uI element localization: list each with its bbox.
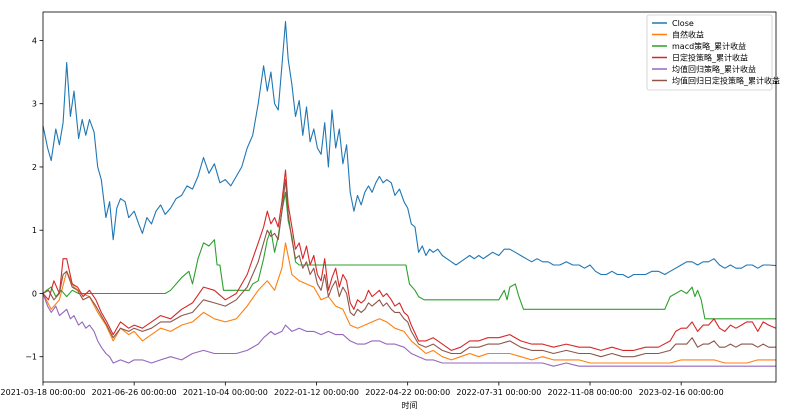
series-line-4 bbox=[42, 293, 776, 367]
y-axis: −1 0 1 2 3 4 bbox=[25, 36, 43, 362]
plot-frame bbox=[42, 11, 777, 383]
y-tick-label: −1 bbox=[25, 353, 37, 362]
x-tick-label: 2022-07-31 00:00:00 bbox=[456, 388, 541, 397]
legend-label: 日定投策略_累计收益 bbox=[672, 53, 748, 63]
series-line-0 bbox=[42, 20, 777, 279]
series-line-2 bbox=[42, 191, 776, 320]
x-tick-label: 2022-01-12 00:00:00 bbox=[274, 388, 359, 397]
series-lines bbox=[42, 20, 777, 367]
legend: Close 自然收益macd策略_累计收益日定投策略_累计收益均值回归策略_累计收… bbox=[646, 14, 780, 91]
legend-label: 均值回归策略_累计收益 bbox=[672, 64, 756, 74]
x-tick-label: 2023-02-16 00:00:00 bbox=[639, 388, 724, 397]
x-axis-label: 时间 bbox=[402, 400, 418, 410]
x-tick-label: 2022-11-08 00:00:00 bbox=[548, 388, 633, 397]
legend-label: 自然收益 bbox=[672, 30, 704, 40]
y-tick-label: 2 bbox=[32, 163, 37, 172]
x-axis: 2021-03-18 00:00:00 2021-06-26 00:00:00 20… bbox=[1, 382, 724, 397]
x-tick-label: 2022-04-22 00:00:00 bbox=[365, 388, 450, 397]
y-tick-label: 3 bbox=[32, 100, 37, 109]
series-line-1 bbox=[42, 242, 776, 364]
y-tick-label: 1 bbox=[32, 226, 37, 235]
x-tick-label: 2021-06-26 00:00:00 bbox=[92, 388, 177, 397]
x-tick-label: 2021-03-18 00:00:00 bbox=[1, 388, 86, 397]
y-tick-label: 0 bbox=[32, 289, 37, 298]
y-tick-label: 4 bbox=[32, 36, 37, 45]
series-line-3 bbox=[42, 169, 777, 351]
x-tick-label: 2021-10-04 00:00:00 bbox=[183, 388, 268, 397]
legend-box bbox=[646, 14, 773, 91]
legend-label: Close bbox=[672, 19, 694, 28]
legend-label: macd策略_累计收益 bbox=[672, 41, 746, 51]
legend-label: 均值回归日定投策略_累计收益 bbox=[672, 76, 780, 86]
series-line-5 bbox=[42, 179, 776, 358]
